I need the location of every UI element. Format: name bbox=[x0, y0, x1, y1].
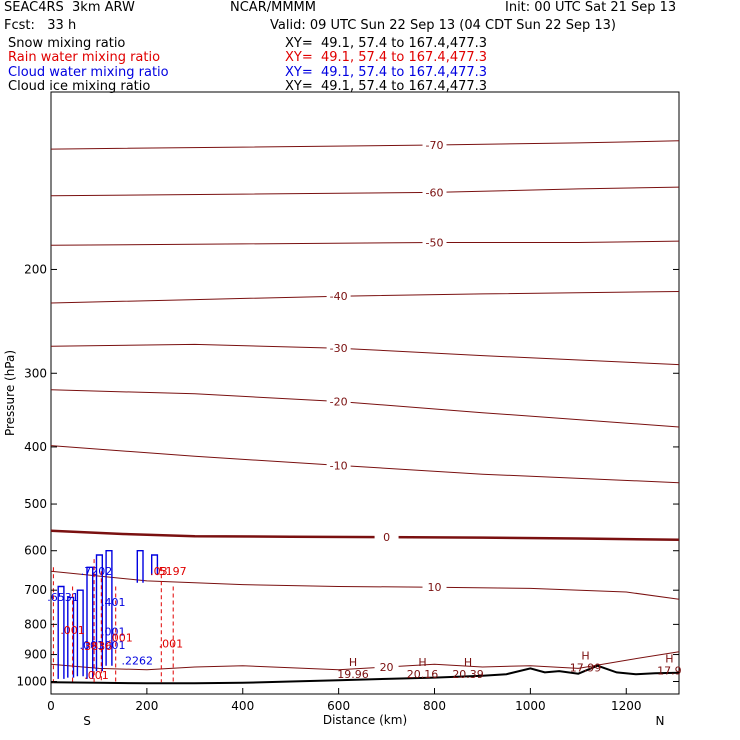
cloud-water-contour bbox=[86, 566, 94, 679]
temperature-contour bbox=[50, 186, 680, 197]
cloud-water-label: .401 bbox=[101, 596, 126, 609]
y-tick-label: 700 bbox=[24, 583, 47, 597]
temperature-contour-label: -10 bbox=[330, 459, 348, 472]
y-tick-label: 600 bbox=[24, 544, 47, 558]
legend-rain: Rain water mixing ratio bbox=[8, 50, 161, 65]
cloud-water-contour bbox=[67, 596, 75, 678]
temperature-contour-label: -50 bbox=[426, 236, 444, 249]
contour-label-bg bbox=[326, 459, 351, 472]
high-marker: H bbox=[581, 650, 589, 663]
y-tick-label: 1000 bbox=[16, 675, 47, 689]
contour-label-bg bbox=[422, 236, 447, 249]
rain-water-label: .001 bbox=[60, 624, 85, 637]
cloud-water-contour bbox=[136, 550, 144, 583]
legend-cloud-water: Cloud water mixing ratio bbox=[8, 65, 169, 80]
plot-frame bbox=[50, 91, 680, 695]
x-tick-label: 0 bbox=[47, 699, 55, 713]
contour-label-bg bbox=[326, 395, 351, 408]
legend-cloud-ice-xy: XY= 49.1, 57.4 to 167.4,477.3 bbox=[285, 79, 488, 94]
cloud-water-label: .001 bbox=[101, 625, 126, 638]
model-title: SEAC4RS 3km ARW bbox=[4, 0, 135, 15]
x-axis-label: Distance (km) bbox=[323, 713, 407, 727]
north-label: N bbox=[656, 714, 665, 728]
contour-label-bg bbox=[374, 661, 399, 674]
legend-snow-xy: XY= 49.1, 57.4 to 167.4,477.3 bbox=[285, 36, 488, 51]
rain-water-label: .03 bbox=[150, 565, 168, 578]
cloud-water-label: .2262 bbox=[122, 654, 154, 667]
terrain-line bbox=[50, 664, 680, 685]
cloud-water-label: .001 bbox=[79, 639, 104, 652]
temperature-contour bbox=[50, 343, 680, 366]
temperature-contour bbox=[50, 651, 680, 671]
temperature-contour-label: -70 bbox=[426, 139, 444, 152]
center-title: NCAR/MMMM bbox=[230, 0, 316, 15]
y-tick-label: 500 bbox=[24, 497, 47, 511]
rain-water-label: .001 bbox=[159, 637, 184, 650]
high-marker: H bbox=[464, 656, 472, 669]
x-tick-label: 600 bbox=[327, 699, 350, 713]
temperature-contour bbox=[50, 291, 680, 304]
y-tick-label: 800 bbox=[24, 617, 47, 631]
cloud-water-contour bbox=[105, 550, 113, 666]
legend-cloud-water-xy: XY= 49.1, 57.4 to 167.4,477.3 bbox=[285, 65, 488, 80]
cloud-water-contour bbox=[76, 589, 84, 677]
high-marker: H bbox=[665, 652, 673, 665]
legend-rain-xy: XY= 49.1, 57.4 to 167.4,477.3 bbox=[285, 50, 488, 65]
contour-label-bg bbox=[326, 290, 351, 303]
rain-water-label: .001 bbox=[108, 631, 133, 644]
contour-label-bg bbox=[422, 186, 447, 199]
temperature-contour bbox=[50, 389, 680, 428]
temperature-contour-label: 10 bbox=[428, 581, 442, 594]
cloud-water-contour bbox=[151, 554, 159, 576]
high-value-label: 20.16 bbox=[407, 668, 439, 681]
x-tick-label: 800 bbox=[423, 699, 446, 713]
legend-cloud-ice: Cloud ice mixing ratio bbox=[8, 79, 151, 94]
contour-label-bg bbox=[422, 138, 447, 151]
y-axis-label: Pressure (hPa) bbox=[3, 350, 17, 436]
high-value-label: 20.39 bbox=[452, 668, 484, 681]
temperature-contour bbox=[50, 140, 680, 150]
contour-label-bg bbox=[326, 342, 351, 355]
temperature-contour-label: 0 bbox=[383, 531, 390, 544]
high-value-label: 17.99 bbox=[570, 662, 602, 675]
y-tick-label: 900 bbox=[24, 648, 47, 662]
high-marker: H bbox=[349, 656, 357, 669]
temperature-contour bbox=[50, 570, 680, 600]
high-marker: H bbox=[418, 656, 426, 669]
cloud-water-label: .001 bbox=[101, 639, 126, 652]
south-label: S bbox=[83, 714, 91, 728]
high-value-label: 17.9 bbox=[657, 664, 682, 677]
cloud-water-contour bbox=[57, 585, 65, 679]
temperature-contour bbox=[50, 240, 680, 246]
temperature-contour-label: 20 bbox=[380, 661, 394, 674]
y-tick-label: 400 bbox=[24, 440, 47, 454]
contour-label-bg bbox=[422, 581, 447, 594]
rain-water-label: .001 bbox=[84, 669, 109, 682]
y-tick-label: 300 bbox=[24, 366, 47, 380]
contour-label-bg bbox=[374, 531, 399, 544]
forecast-hour: Fcst: 33 h bbox=[4, 18, 77, 33]
x-tick-label: 200 bbox=[135, 699, 158, 713]
rain-water-label: .5197 bbox=[155, 565, 187, 578]
temperature-contour-label: -20 bbox=[330, 396, 348, 409]
temperature-contour-label: -40 bbox=[330, 290, 348, 303]
temperature-contour-label: -60 bbox=[426, 186, 444, 199]
temperature-contour bbox=[50, 529, 680, 542]
cloud-water-contour bbox=[95, 554, 103, 672]
cloud-water-label: .7202 bbox=[81, 565, 113, 578]
cloud-water-label: .6531 bbox=[47, 591, 79, 604]
x-tick-label: 400 bbox=[231, 699, 254, 713]
x-tick-label: 1200 bbox=[611, 699, 642, 713]
rain-water-label: .3836 bbox=[81, 640, 113, 653]
temperature-contour bbox=[50, 445, 680, 484]
legend-snow: Snow mixing ratio bbox=[8, 36, 126, 51]
x-tick-label: 1000 bbox=[515, 699, 546, 713]
temperature-contour-label: -30 bbox=[330, 342, 348, 355]
valid-time: Valid: 09 UTC Sun 22 Sep 13 (04 CDT Sun … bbox=[270, 18, 616, 33]
y-tick-label: 200 bbox=[24, 262, 47, 276]
high-value-label: 19.96 bbox=[337, 668, 369, 681]
init-time: Init: 00 UTC Sat 21 Sep 13 bbox=[505, 0, 677, 15]
